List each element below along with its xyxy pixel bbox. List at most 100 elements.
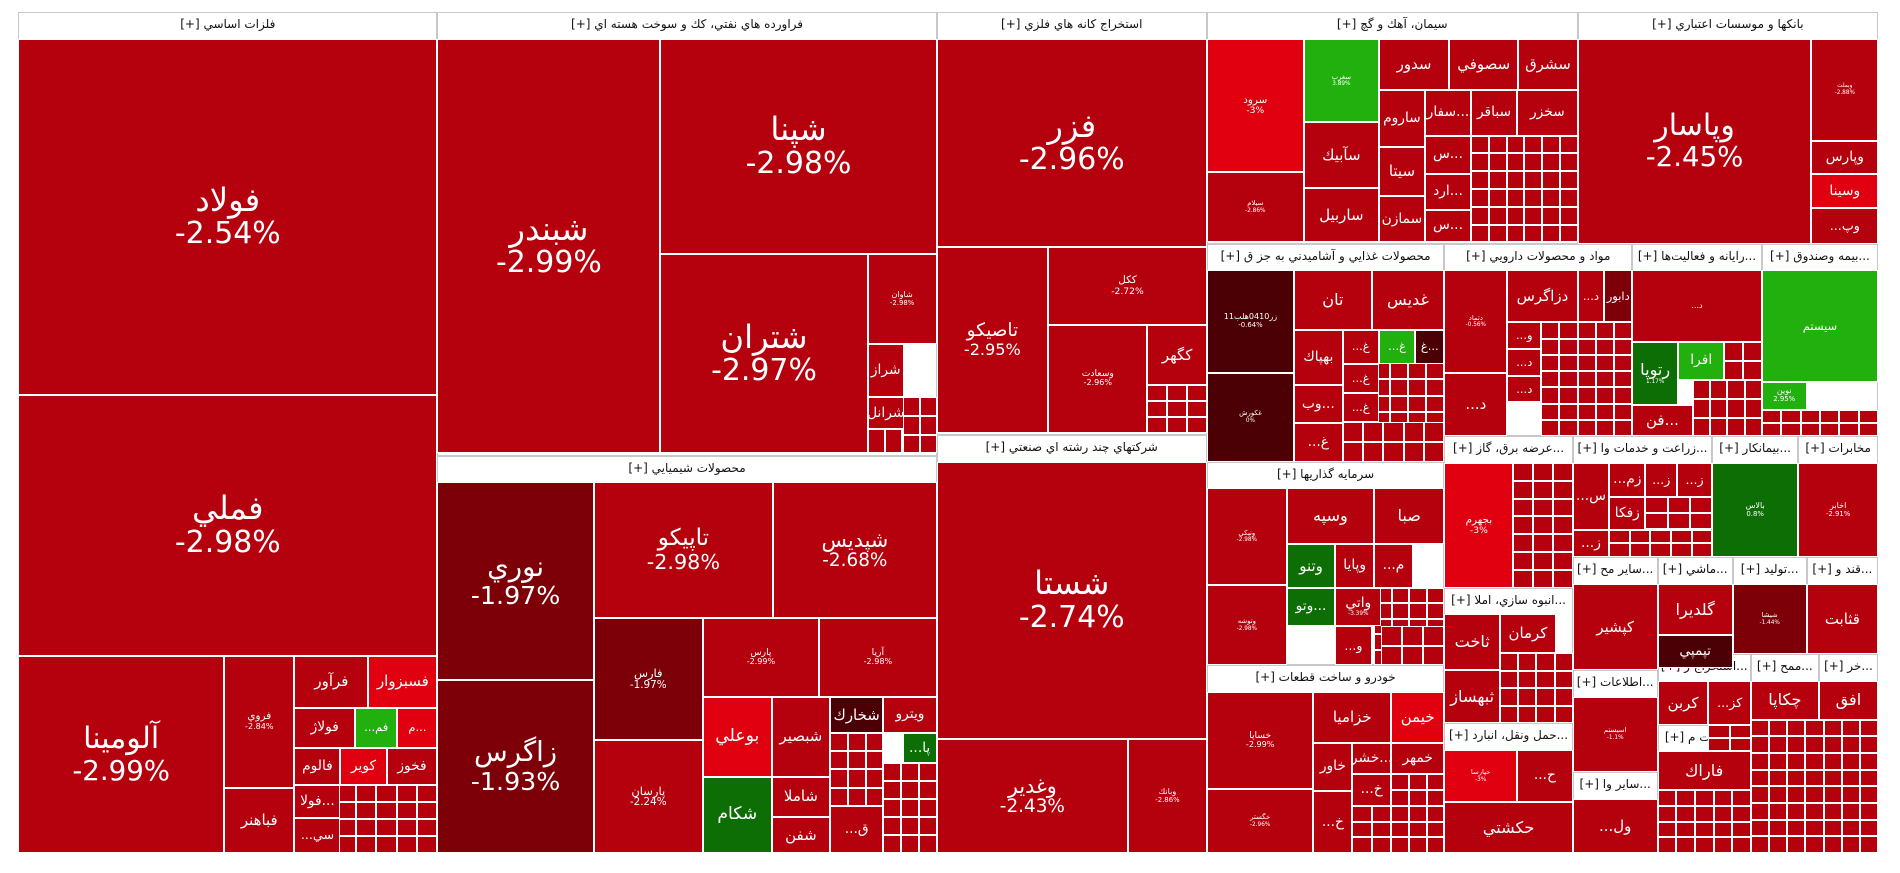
stock-tile-small[interactable] — [1744, 380, 1762, 400]
stock-tile-small[interactable] — [1657, 821, 1677, 838]
stock-tile[interactable]: وتو... — [1286, 587, 1336, 627]
stock-tile-small[interactable] — [1727, 417, 1745, 437]
stock-tile-small[interactable] — [1362, 421, 1384, 442]
stock-tile-small[interactable] — [1769, 786, 1788, 804]
stock-tile[interactable]: خيمن — [1391, 691, 1445, 743]
stock-tile-small[interactable] — [1692, 380, 1710, 400]
stock-tile[interactable]: تپمپي — [1657, 634, 1733, 668]
stock-tile-small[interactable] — [1524, 224, 1543, 243]
stock-tile-small[interactable] — [830, 769, 848, 788]
stock-tile-small[interactable] — [1823, 753, 1842, 770]
stock-tile-small[interactable] — [1554, 705, 1573, 724]
stock-tile-small[interactable] — [1694, 837, 1714, 854]
stock-tile[interactable]: وبملت -2.88% — [1811, 38, 1879, 141]
stock-tile-small[interactable] — [1471, 171, 1489, 190]
stock-tile-small[interactable] — [1533, 498, 1553, 517]
stock-tile-small[interactable] — [1727, 399, 1745, 418]
stock-tile-small[interactable] — [1426, 587, 1445, 604]
stock-tile-small[interactable] — [1650, 529, 1671, 544]
stock-tile-small[interactable] — [1407, 379, 1427, 396]
stock-tile-small[interactable] — [1554, 670, 1573, 689]
stock-tile-small[interactable] — [1841, 803, 1860, 820]
stock-tile[interactable]: شستا -2.74% — [936, 461, 1207, 740]
stock-tile[interactable]: كپشير — [1572, 584, 1658, 671]
stock-tile-small[interactable] — [1536, 688, 1555, 706]
stock-tile-small[interactable] — [1744, 399, 1762, 418]
stock-tile-small[interactable] — [865, 751, 884, 770]
stock-tile[interactable]: شيشا -1.44% — [1732, 584, 1807, 655]
stock-tile-small[interactable] — [1552, 462, 1573, 481]
stock-tile-small[interactable] — [1513, 552, 1534, 570]
stock-tile-small[interactable] — [1823, 786, 1842, 804]
stock-tile-small[interactable] — [1389, 362, 1408, 380]
stock-tile-small[interactable] — [1513, 462, 1534, 481]
stock-tile[interactable]: نوري -1.97% — [437, 482, 594, 680]
stock-tile[interactable]: ساربيل — [1303, 187, 1379, 243]
stock-tile-small[interactable] — [1613, 371, 1633, 388]
stock-tile-small[interactable] — [1819, 409, 1840, 423]
stock-tile-small[interactable] — [1670, 529, 1692, 544]
stock-tile-small[interactable] — [1859, 719, 1879, 737]
sector-title[interactable]: ...انبوه سازي، املا [+] — [1451, 592, 1566, 607]
stock-tile-small[interactable] — [1402, 626, 1424, 646]
stock-tile-small[interactable] — [355, 802, 377, 820]
stock-tile-small[interactable] — [1713, 805, 1733, 822]
stock-tile-small[interactable] — [1541, 322, 1560, 339]
stock-tile[interactable]: كگهر — [1147, 324, 1207, 386]
stock-tile-small[interactable] — [1769, 736, 1788, 754]
stock-tile-small[interactable] — [1743, 341, 1762, 362]
stock-tile-small[interactable] — [1542, 189, 1560, 207]
stock-tile-small[interactable] — [1524, 153, 1543, 172]
stock-tile-small[interactable] — [830, 733, 848, 752]
stock-tile-small[interactable] — [1713, 790, 1733, 806]
stock-tile[interactable]: ...د — [1444, 373, 1508, 437]
stock-tile-small[interactable] — [1859, 819, 1879, 837]
stock-tile[interactable]: فن... — [1632, 404, 1693, 437]
stock-tile[interactable]: سفار... — [1424, 89, 1471, 136]
stock-tile[interactable]: سيلام -2.86% — [1206, 172, 1304, 243]
stock-tile-small[interactable] — [1805, 836, 1824, 854]
sector-title[interactable]: محصولات غذايي و آشاميدني به جز ق [+] — [1220, 248, 1431, 263]
stock-tile-small[interactable] — [1167, 385, 1188, 402]
sector-title[interactable]: شرکتهاي چند رشته اي صنعتي [+] — [985, 440, 1158, 454]
stock-tile-small[interactable] — [1841, 753, 1860, 770]
stock-tile-small[interactable] — [1488, 224, 1507, 243]
stock-tile-small[interactable] — [1559, 189, 1578, 207]
stock-tile-small[interactable] — [1554, 688, 1573, 706]
stock-tile-small[interactable] — [1541, 403, 1560, 420]
stock-tile[interactable]: ...غ — [1342, 363, 1379, 393]
stock-tile[interactable]: ساروم — [1378, 89, 1425, 147]
sector-title[interactable]: بانكها و موسسات اعتباري [+] — [1652, 17, 1804, 32]
stock-tile[interactable]: ...ز — [1676, 462, 1713, 497]
stock-tile-small[interactable] — [1692, 417, 1710, 437]
sector-title[interactable]: ...توليد [+] — [1740, 562, 1799, 577]
stock-tile[interactable]: ...پا — [902, 733, 937, 764]
stock-tile-small[interactable] — [1819, 422, 1840, 437]
stock-tile-small[interactable] — [1488, 153, 1507, 172]
stock-tile[interactable]: شرانل — [867, 397, 904, 429]
stock-tile-small[interactable] — [1533, 569, 1553, 588]
stock-tile-small[interactable] — [1506, 171, 1525, 190]
stock-tile-small[interactable] — [1391, 805, 1409, 822]
stock-tile-small[interactable] — [1839, 409, 1859, 423]
stock-tile-small[interactable] — [1381, 645, 1403, 666]
stock-tile-small[interactable] — [416, 785, 438, 803]
stock-tile-small[interactable] — [1577, 338, 1596, 355]
stock-tile-small[interactable] — [1559, 206, 1578, 225]
stock-tile-small[interactable] — [1518, 705, 1537, 724]
stock-tile-small[interactable] — [867, 428, 885, 454]
stock-tile[interactable]: شبندر -2.99% — [437, 38, 661, 454]
stock-tile[interactable]: ...خ — [1352, 774, 1392, 806]
stock-tile-small[interactable] — [1689, 513, 1713, 530]
stock-tile-small[interactable] — [1577, 419, 1596, 437]
stock-tile-small[interactable] — [1541, 419, 1560, 437]
sector-title[interactable]: استخراج کانه هاي فلزي [+] — [1001, 17, 1143, 32]
stock-tile-small[interactable] — [1426, 379, 1445, 396]
stock-tile-small[interactable] — [1423, 421, 1445, 442]
stock-tile-small[interactable] — [1657, 790, 1677, 806]
stock-tile-small[interactable] — [1371, 805, 1392, 822]
stock-tile[interactable]: سدور — [1378, 38, 1450, 90]
stock-tile[interactable]: صبا — [1374, 488, 1445, 545]
stock-tile-small[interactable] — [1506, 206, 1525, 225]
stock-tile-small[interactable] — [1518, 653, 1537, 671]
